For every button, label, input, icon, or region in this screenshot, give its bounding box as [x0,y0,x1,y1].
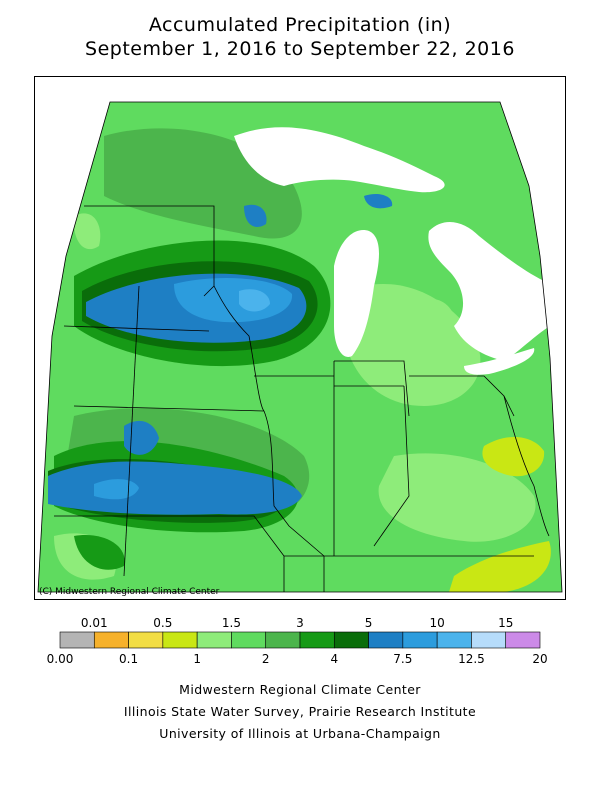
legend-top-label: 0.5 [153,616,172,630]
zone-7.5-10in-southnorth [124,420,159,455]
legend-top-label: 0.01 [81,616,108,630]
credit-mrcc: Midwestern Regional Climate Center [179,682,421,697]
legend-bottom-label: 4 [330,652,338,666]
legend-bottom-label: 0.00 [47,652,74,666]
legend-swatch [231,631,267,649]
lake-huron [428,221,550,361]
zone-10-12.5in-north [174,278,293,323]
legend-swatch [59,631,95,649]
state-borders [54,205,550,592]
zone-7.5-10in-spot [244,204,267,227]
legend-swatch [368,631,404,649]
legend-swatch [471,631,507,649]
credit-uiuc: University of Illinois at Urbana-Champai… [159,726,441,741]
legend-top-label: 5 [365,616,373,630]
legend-swatch [333,631,369,649]
credit-isws: Illinois State Water Survey, Prairie Res… [123,704,477,719]
legend-swatch [436,631,472,649]
legend-top-label: 10 [430,616,445,630]
legend-swatch [128,631,164,649]
legend-swatch [402,631,438,649]
legend-top-label: 1.5 [222,616,241,630]
legend-swatch [196,631,232,649]
legend-swatch [162,631,198,649]
zone-7.5-10in-superior [364,194,393,209]
legend-bottom-label: 7.5 [393,652,412,666]
legend-bottom-label: 12.5 [458,652,485,666]
legend-bottom-label: 0.1 [119,652,138,666]
zone-0.5-1in-east [482,436,545,477]
copyright-label: (C) Midwestern Regional Climate Center [39,587,220,597]
legend-top-label: 3 [296,616,304,630]
map-title: Accumulated Precipitation (in) [148,14,452,36]
zone-7.5-10in-south [48,461,302,515]
legend-bottom-label: 20 [532,652,547,666]
zone-4-5in-southwest [74,535,125,570]
map-date-range: September 1, 2016 to September 22, 2016 [85,38,515,60]
legend-swatch [505,631,541,649]
legend-top-label: 15 [498,616,513,630]
legend-bottom-label: 2 [262,652,270,666]
zone-1-2in-michigan [414,299,459,341]
zone-1-2in-east [378,453,536,542]
precipitation-legend: 0.01 0.5 1.5 3 5 10 15 0.00 0.1 1 2 4 7.5 12.5 20 [47,616,548,666]
domain-outline [37,101,563,593]
legend-swatch [299,631,335,649]
lake-superior [234,127,445,193]
zone-0.5-1in-southeast [449,541,551,592]
precipitation-map: (C) Midwestern Regional Climate Center [34,76,566,600]
precipitation-field [38,102,562,592]
legend-swatch [93,631,129,649]
legend-swatch [265,631,301,649]
lake-erie [464,348,535,375]
lake-michigan [334,230,379,357]
legend-bottom-label: 1 [193,652,201,666]
zone-12.5-15in-north [239,289,270,312]
zone-1-2in-west [73,213,101,250]
zone-10-12.5in-south [94,479,139,500]
map-frame [34,76,566,600]
